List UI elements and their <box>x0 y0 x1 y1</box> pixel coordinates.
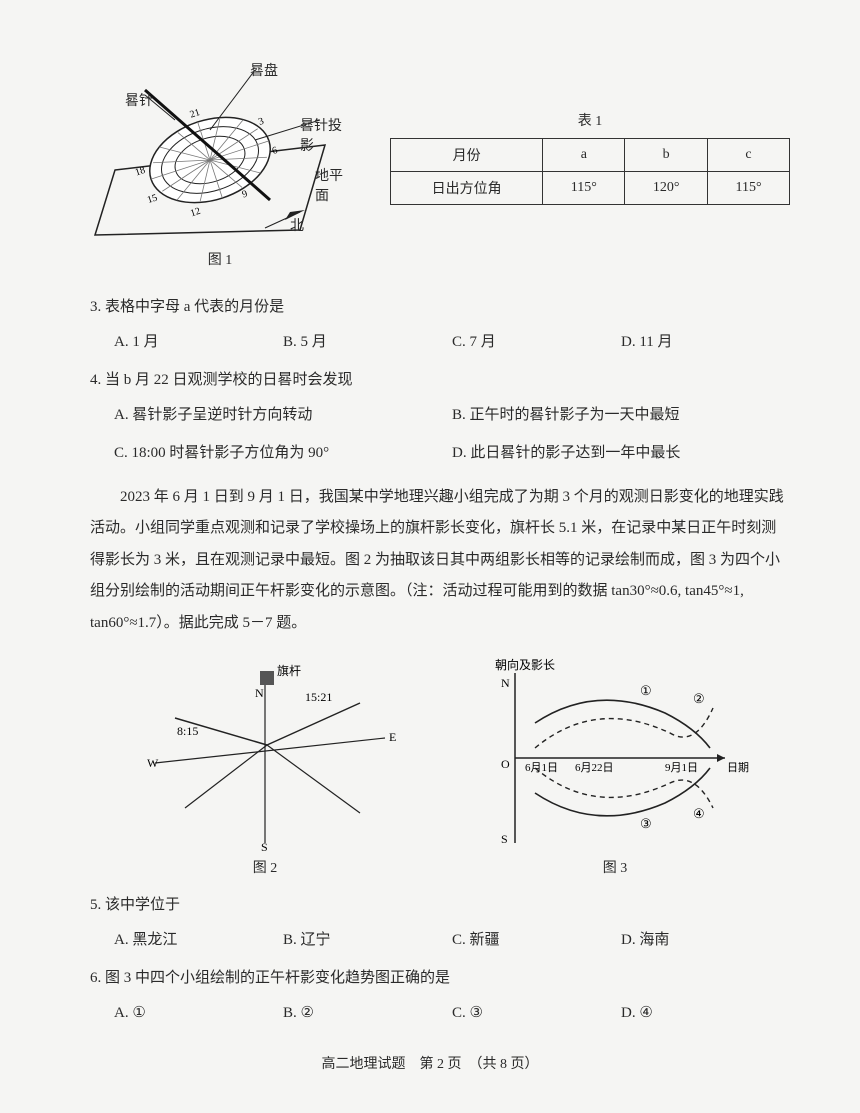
q3-opt-a: A. 1 月 <box>114 328 283 357</box>
svg-text:③: ③ <box>640 816 652 831</box>
svg-text:S: S <box>261 840 268 853</box>
fig2-pole-label: 旗杆 <box>277 663 301 678</box>
q4-opt-d: D. 此日晷针的影子达到一年中最长 <box>452 439 790 468</box>
th-month: 月份 <box>391 139 543 172</box>
question-4: 4. 当 b 月 22 日观测学校的日晷时会发现 A. 晷针影子呈逆时针方向转动… <box>90 366 790 468</box>
q6-opt-d: D. ④ <box>621 999 790 1028</box>
table1-title: 表 1 <box>390 110 790 130</box>
q6-opt-a: A. ① <box>114 999 283 1028</box>
q3-opt-c: C. 7 月 <box>452 328 621 357</box>
svg-text:N: N <box>501 676 510 690</box>
fig3-caption: 图 3 <box>465 857 765 877</box>
label-dial: 晷盘 <box>250 60 278 80</box>
table-row: 月份 a b c <box>391 139 790 172</box>
q3-opt-d: D. 11 月 <box>621 328 790 357</box>
svg-text:O: O <box>501 757 510 771</box>
svg-text:12: 12 <box>189 206 202 220</box>
q6-stem: 6. 图 3 中四个小组绘制的正午杆影变化趋势图正确的是 <box>90 964 790 993</box>
fig2-svg: 旗杆 N S W E 8:15 15:21 <box>115 653 415 853</box>
q5-opt-b: B. 辽宁 <box>283 926 452 955</box>
passage-5-7: 2023 年 6 月 1 日到 9 月 1 日，我国某中学地理兴趣小组完成了为期… <box>90 482 790 640</box>
table1-wrap: 表 1 月份 a b c 日出方位角 115° 120° 115° <box>390 110 790 205</box>
q4-opt-c: C. 18:00 时晷针影子方位角为 90° <box>114 439 452 468</box>
q4-opt-b: B. 正午时的晷针影子为一天中最短 <box>452 401 790 430</box>
q4-stem: 4. 当 b 月 22 日观测学校的日晷时会发现 <box>90 366 790 395</box>
question-3: 3. 表格中字母 a 代表的月份是 A. 1 月 B. 5 月 C. 7 月 D… <box>90 293 790 356</box>
label-north: 北 <box>290 215 304 235</box>
sundial-figure: 晷盘 晷针 晷针投影 地平面 北 <box>90 60 350 283</box>
svg-text:②: ② <box>693 691 705 706</box>
q5-opt-d: D. 海南 <box>621 926 790 955</box>
td-label: 日出方位角 <box>391 172 543 205</box>
svg-text:15:21: 15:21 <box>305 690 332 704</box>
td-a: 115° <box>543 172 625 205</box>
q6-options: A. ① B. ② C. ③ D. ④ <box>114 999 790 1028</box>
fig3-svg: 6月1日 6月22日 9月1日 日期 朝向及影长 N S O ① ② ③ ④ <box>465 653 765 853</box>
th-a: a <box>543 139 625 172</box>
svg-text:N: N <box>255 686 264 700</box>
question-5: 5. 该中学位于 A. 黑龙江 B. 辽宁 C. 新疆 D. 海南 <box>90 891 790 954</box>
q5-options: A. 黑龙江 B. 辽宁 C. 新疆 D. 海南 <box>114 926 790 955</box>
q5-stem: 5. 该中学位于 <box>90 891 790 920</box>
fig1-caption: 图 1 <box>90 249 350 269</box>
svg-text:日期: 日期 <box>727 761 749 774</box>
table1: 月份 a b c 日出方位角 115° 120° 115° <box>390 138 790 205</box>
q6-opt-b: B. ② <box>283 999 452 1028</box>
q3-stem: 3. 表格中字母 a 代表的月份是 <box>90 293 790 322</box>
th-c: c <box>708 139 790 172</box>
table-row: 日出方位角 115° 120° 115° <box>391 172 790 205</box>
svg-text:9月1日: 9月1日 <box>665 762 698 774</box>
q3-options: A. 1 月 B. 5 月 C. 7 月 D. 11 月 <box>114 328 790 357</box>
svg-text:6月22日: 6月22日 <box>575 762 614 774</box>
svg-text:S: S <box>501 832 508 846</box>
q4-opt-a: A. 晷针影子呈逆时针方向转动 <box>114 401 452 430</box>
svg-text:21: 21 <box>189 107 202 121</box>
q6-opt-c: C. ③ <box>452 999 621 1028</box>
svg-text:9: 9 <box>241 188 249 200</box>
label-projection: 晷针投影 <box>300 115 350 155</box>
label-needle: 晷针 <box>125 90 153 110</box>
svg-text:15: 15 <box>146 192 159 206</box>
svg-text:6月1日: 6月1日 <box>525 762 558 774</box>
q5-opt-a: A. 黑龙江 <box>114 926 283 955</box>
th-b: b <box>625 139 708 172</box>
svg-text:8:15: 8:15 <box>177 724 198 738</box>
fig2-caption: 图 2 <box>115 857 415 877</box>
svg-text:朝向及影长: 朝向及影长 <box>495 657 555 672</box>
svg-text:①: ① <box>640 683 652 698</box>
td-c: 115° <box>708 172 790 205</box>
td-b: 120° <box>625 172 708 205</box>
q3-opt-b: B. 5 月 <box>283 328 452 357</box>
page-footer: 高二地理试题 第 2 页 （共 8 页） <box>0 1053 860 1073</box>
q5-opt-c: C. 新疆 <box>452 926 621 955</box>
question-6: 6. 图 3 中四个小组绘制的正午杆影变化趋势图正确的是 A. ① B. ② C… <box>90 964 790 1027</box>
svg-text:④: ④ <box>693 806 705 821</box>
label-ground: 地平面 <box>315 165 350 205</box>
fig-captions-row: 图 2 图 3 <box>90 857 790 877</box>
svg-text:E: E <box>389 730 396 744</box>
q4-options: A. 晷针影子呈逆时针方向转动 B. 正午时的晷针影子为一天中最短 C. 18:… <box>114 401 790 468</box>
svg-text:W: W <box>147 756 159 770</box>
figures-row: 旗杆 N S W E 8:15 15:21 6月1日 6月22日 9月1日 日期… <box>90 653 790 853</box>
top-figures-row: 晷盘 晷针 晷针投影 地平面 北 <box>90 60 790 283</box>
